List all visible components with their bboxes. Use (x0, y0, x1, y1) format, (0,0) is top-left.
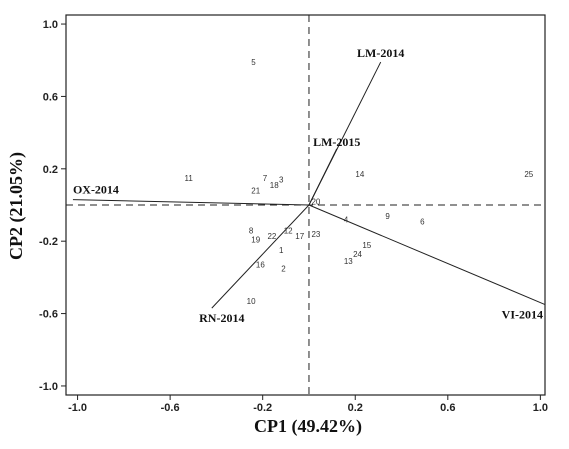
x-tick-label: 0.6 (440, 402, 455, 414)
y-tick-label: -0.2 (39, 236, 58, 248)
x-tick-label: -1.0 (68, 402, 87, 414)
point-label-5: 5 (251, 58, 256, 67)
point-label-12: 12 (284, 226, 293, 235)
point-label-24: 24 (353, 250, 362, 259)
vector-label-lm-2015: LM-2015 (313, 135, 360, 149)
point-label-6: 6 (420, 217, 425, 226)
point-label-17: 17 (295, 232, 304, 241)
y-tick-label: -1.0 (39, 381, 58, 393)
x-axis-label: CP1 (49.42%) (254, 416, 362, 437)
y-axis-label: CP2 (21.05%) (6, 152, 27, 260)
y-tick-label: -0.6 (39, 309, 58, 321)
x-tick-label: 1.0 (533, 402, 548, 414)
point-label-20: 20 (311, 197, 320, 206)
point-label-2: 2 (281, 264, 286, 273)
x-tick-label: -0.6 (161, 402, 180, 414)
point-label-18: 18 (270, 181, 279, 190)
point-label-9: 9 (385, 212, 390, 221)
vector-lm-2015 (308, 148, 338, 206)
point-label-16: 16 (256, 261, 265, 270)
y-tick-label: 0.6 (43, 91, 58, 103)
point-label-4: 4 (344, 215, 349, 224)
point-label-14: 14 (355, 170, 364, 179)
vector-label-ox-2014: OX-2014 (73, 183, 119, 197)
vector-vi-2014 (308, 204, 546, 305)
point-label-3: 3 (279, 176, 284, 185)
vector-label-lm-2014: LM-2014 (357, 46, 404, 60)
vector-rn-2014 (211, 204, 310, 309)
point-label-21: 21 (251, 187, 260, 196)
y-tick-label: 0.2 (43, 164, 58, 176)
point-label-25: 25 (524, 170, 533, 179)
vector-label-vi-2014: VI-2014 (502, 308, 543, 322)
point-label-7: 7 (263, 174, 268, 183)
x-tick-label: 0.2 (348, 402, 363, 414)
vector-ox-2014 (72, 199, 309, 206)
point-label-13: 13 (344, 257, 353, 266)
point-label-23: 23 (311, 230, 320, 239)
y-tick-label: 1.0 (43, 19, 58, 31)
x-tick-label: -0.2 (253, 402, 272, 414)
point-label-8: 8 (249, 226, 254, 235)
vector-label-rn-2014: RN-2014 (199, 311, 244, 325)
point-label-19: 19 (251, 235, 260, 244)
point-label-15: 15 (362, 241, 371, 250)
point-label-1: 1 (279, 246, 284, 255)
point-label-22: 22 (267, 232, 276, 241)
point-label-11: 11 (184, 174, 193, 183)
point-label-10: 10 (247, 297, 256, 306)
